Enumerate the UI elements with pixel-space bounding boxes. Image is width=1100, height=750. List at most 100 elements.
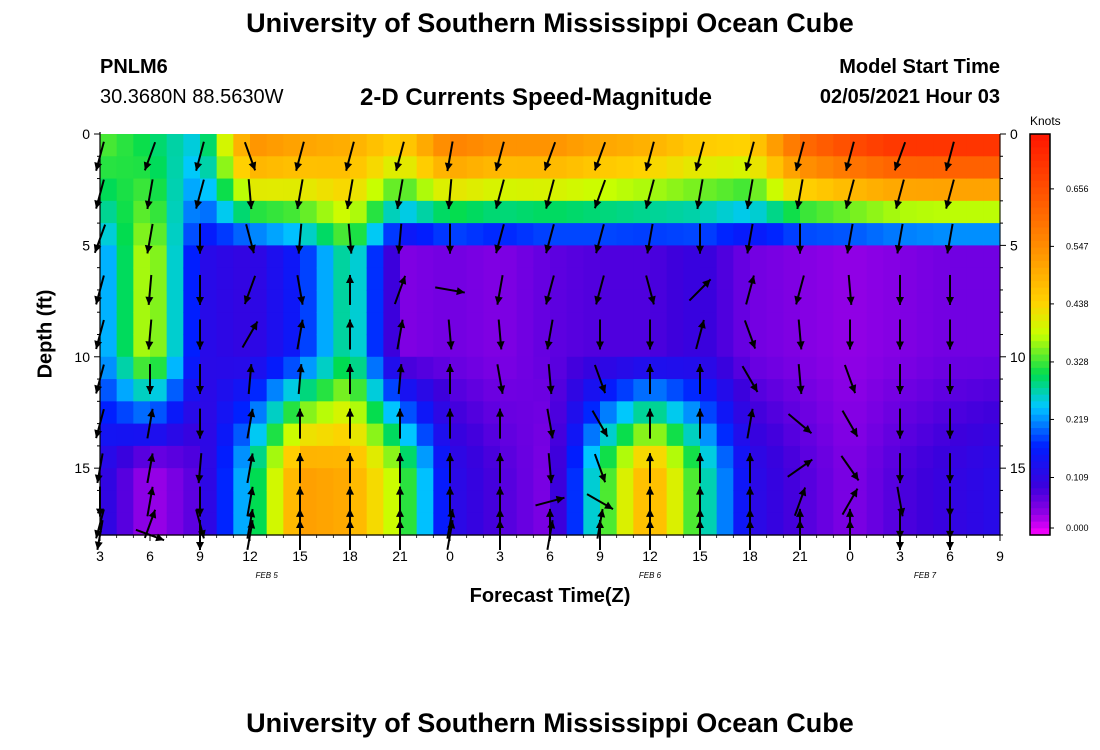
heatmap-cell [233, 178, 251, 202]
heatmap-cell [750, 156, 768, 180]
heatmap-cell [183, 267, 201, 291]
heatmap-cell [483, 356, 501, 380]
vector-head [794, 295, 803, 305]
heatmap-cell [400, 178, 418, 202]
heatmap-cell [666, 490, 684, 514]
heatmap-cell [366, 401, 384, 425]
heatmap-cell [650, 245, 668, 269]
heatmap-cell [883, 356, 901, 380]
heatmap-cell [716, 223, 734, 246]
vector-head [243, 295, 252, 305]
heatmap-cell [366, 334, 384, 358]
heatmap-cell [416, 156, 434, 180]
heatmap-cell [216, 356, 234, 380]
heatmap-cell [850, 200, 868, 224]
heatmap-cell [800, 468, 818, 492]
heatmap-cell [516, 356, 534, 380]
colorbar-segment [1030, 468, 1050, 476]
heatmap-cell [116, 356, 134, 380]
colorbar-segment [1030, 234, 1050, 242]
colorbar-segment [1030, 401, 1050, 409]
heatmap-cell [166, 468, 184, 492]
heatmap-cell [966, 334, 984, 358]
vector-head [555, 495, 565, 504]
heatmap-cell [600, 200, 618, 224]
heatmap-cell [866, 401, 884, 425]
vector-head [546, 474, 555, 484]
heatmap-cell [650, 356, 668, 380]
heatmap-cell [716, 178, 734, 202]
heatmap-cell [466, 223, 484, 246]
heatmap-cell [350, 334, 368, 358]
heatmap-cell [950, 156, 968, 180]
heatmap-cell [450, 356, 468, 380]
current-vector [196, 223, 204, 254]
heatmap-cell [666, 423, 684, 447]
heatmap-cell [950, 401, 968, 425]
heatmap-cell [966, 512, 984, 536]
heatmap-cell [166, 334, 184, 358]
heatmap-cell [783, 379, 801, 402]
heatmap-cell [783, 223, 801, 246]
current-vector [944, 141, 955, 172]
vector-head [848, 384, 857, 394]
vector-head [696, 408, 704, 417]
heatmap-cell [533, 312, 551, 336]
x-tick-label: 9 [996, 548, 1004, 564]
heatmap-cell [200, 490, 218, 514]
heatmap-cell [616, 289, 634, 313]
heatmap-cell [533, 289, 551, 313]
vector-head [247, 486, 256, 496]
vector-head [697, 320, 706, 329]
heatmap-cell [600, 445, 618, 469]
current-vector [346, 453, 354, 484]
vector-head [143, 161, 152, 171]
heatmap-cell [666, 445, 684, 469]
vector-head [546, 385, 555, 394]
heatmap-cell [316, 223, 334, 246]
heatmap-cell [650, 490, 668, 514]
heatmap-cell [700, 156, 718, 180]
heatmap-cell [850, 223, 868, 246]
heatmap-cell [600, 379, 618, 402]
heatmap-cell [883, 156, 901, 180]
heatmap-cell [750, 468, 768, 492]
heatmap-cell [150, 200, 168, 224]
heatmap-cell [900, 223, 918, 246]
heatmap-cell [716, 245, 734, 269]
heatmap-cell [900, 423, 918, 447]
heatmap-cell [616, 423, 634, 447]
heatmap-cell [483, 223, 501, 246]
heatmap-cell [516, 468, 534, 492]
heatmap-cell [283, 490, 301, 514]
vector-head [446, 453, 454, 462]
current-vector [395, 223, 404, 254]
colorbar-segment [1030, 187, 1050, 195]
heatmap-cell [783, 468, 801, 492]
heatmap-cell [233, 468, 251, 492]
heatmap-cell [366, 134, 384, 157]
vector-head [346, 408, 354, 417]
heatmap-cell [250, 223, 268, 246]
heatmap-cell [916, 356, 934, 380]
heatmap-cell [766, 289, 784, 313]
heatmap-cell [883, 267, 901, 291]
heatmap-cell [350, 223, 368, 246]
current-vector [744, 141, 755, 172]
x-tick-label: 21 [392, 548, 408, 564]
heatmap-cell [600, 468, 618, 492]
vector-head [447, 520, 456, 529]
heatmap-cell [500, 356, 518, 380]
heatmap-cell [533, 134, 551, 157]
heatmap-cell [250, 401, 268, 425]
vector-head [647, 295, 656, 305]
current-vector [646, 408, 654, 439]
heatmap-cell [566, 200, 584, 224]
vector-head [844, 199, 853, 209]
vector-head [597, 509, 606, 518]
heatmap-cell [333, 512, 351, 536]
vector-head [750, 383, 758, 393]
colorbar-segment [1030, 200, 1050, 209]
heatmap-cell [133, 134, 151, 157]
heatmap-cell [183, 245, 201, 269]
